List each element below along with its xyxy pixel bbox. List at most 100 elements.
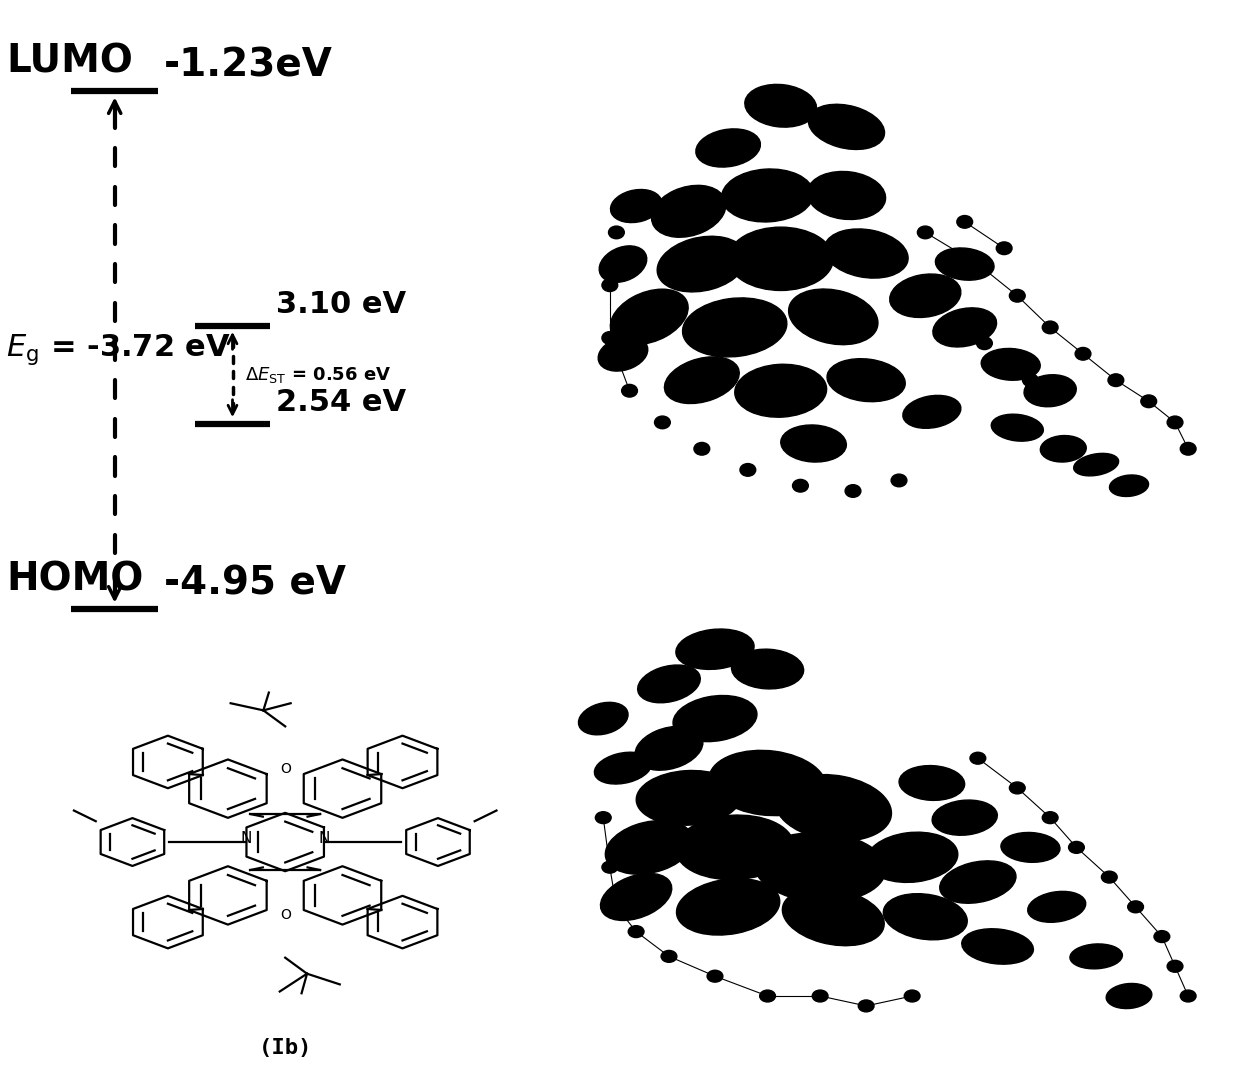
Ellipse shape [677,879,780,935]
Circle shape [1075,348,1091,360]
Circle shape [1127,900,1143,913]
Text: N: N [241,831,252,845]
Circle shape [1043,812,1058,824]
Circle shape [1069,841,1084,853]
Ellipse shape [637,665,701,703]
Ellipse shape [676,815,794,880]
Text: N: N [319,831,330,845]
Circle shape [621,384,637,397]
Ellipse shape [808,104,884,150]
Ellipse shape [610,290,688,345]
Ellipse shape [962,928,1033,964]
Text: O: O [280,908,290,922]
Ellipse shape [696,129,760,167]
Ellipse shape [578,702,629,735]
Circle shape [846,485,861,498]
Ellipse shape [594,752,651,784]
Ellipse shape [867,833,957,882]
Text: $\mathit{E}_\mathrm{g}$ = -3.72 eV: $\mathit{E}_\mathrm{g}$ = -3.72 eV [6,333,232,367]
Circle shape [609,900,624,913]
Ellipse shape [722,169,813,222]
Text: LUMO: LUMO [6,42,133,81]
Circle shape [904,990,920,1002]
Ellipse shape [903,395,961,429]
Ellipse shape [899,766,965,800]
Ellipse shape [635,726,703,770]
Text: -1.23eV: -1.23eV [164,46,334,84]
Ellipse shape [657,236,746,292]
Circle shape [601,332,618,345]
Ellipse shape [935,248,994,280]
Ellipse shape [1040,435,1086,462]
Ellipse shape [981,349,1040,380]
Ellipse shape [1110,475,1148,496]
Circle shape [760,990,775,1002]
Ellipse shape [745,84,817,127]
Ellipse shape [825,229,908,278]
Circle shape [601,279,618,292]
Circle shape [740,463,755,476]
Circle shape [661,950,677,963]
Circle shape [918,226,934,239]
Circle shape [1009,290,1025,302]
Ellipse shape [599,246,647,282]
Ellipse shape [732,649,804,689]
Ellipse shape [991,415,1043,442]
Circle shape [1154,931,1169,942]
Text: O: O [280,763,290,777]
Circle shape [609,226,624,239]
Ellipse shape [932,308,997,347]
Ellipse shape [781,425,847,462]
Circle shape [655,416,671,429]
Circle shape [996,242,1012,254]
Ellipse shape [636,770,742,825]
Text: (Ib): (Ib) [258,1038,312,1059]
Ellipse shape [789,289,878,345]
Circle shape [892,474,906,487]
Circle shape [1023,374,1038,387]
Ellipse shape [676,629,754,670]
Circle shape [1167,416,1183,429]
Circle shape [977,337,992,350]
Ellipse shape [782,887,884,946]
Ellipse shape [682,298,787,356]
Circle shape [601,862,618,873]
Ellipse shape [1028,892,1086,922]
Circle shape [924,300,940,312]
Circle shape [957,215,972,228]
Circle shape [694,443,709,456]
Ellipse shape [673,696,756,742]
Ellipse shape [883,894,967,940]
Circle shape [1167,961,1183,973]
Circle shape [1043,321,1058,334]
Ellipse shape [940,861,1016,904]
Text: $\Delta\mathit{E}_\mathrm{ST}$ = 0.56 eV: $\Delta\mathit{E}_\mathrm{ST}$ = 0.56 eV [246,364,391,384]
Circle shape [1180,443,1197,456]
Ellipse shape [651,185,725,237]
Circle shape [792,479,808,492]
Circle shape [970,752,986,765]
Ellipse shape [735,364,827,417]
Circle shape [1141,395,1157,407]
Ellipse shape [890,274,961,318]
Circle shape [970,257,986,270]
Ellipse shape [1070,943,1122,969]
Ellipse shape [775,774,892,841]
Circle shape [1009,782,1025,794]
Ellipse shape [1074,453,1118,476]
Ellipse shape [1106,983,1152,1008]
Circle shape [1180,990,1197,1002]
Circle shape [707,970,723,982]
Circle shape [595,812,611,824]
Ellipse shape [1024,375,1076,407]
Ellipse shape [728,227,833,291]
Text: 3.10 eV: 3.10 eV [275,290,405,319]
Ellipse shape [827,359,905,402]
Circle shape [858,999,874,1012]
Circle shape [1101,871,1117,883]
Text: -4.95 eV: -4.95 eV [164,564,346,602]
Ellipse shape [665,356,739,404]
Ellipse shape [932,800,997,836]
Circle shape [629,925,644,938]
Ellipse shape [598,336,647,372]
